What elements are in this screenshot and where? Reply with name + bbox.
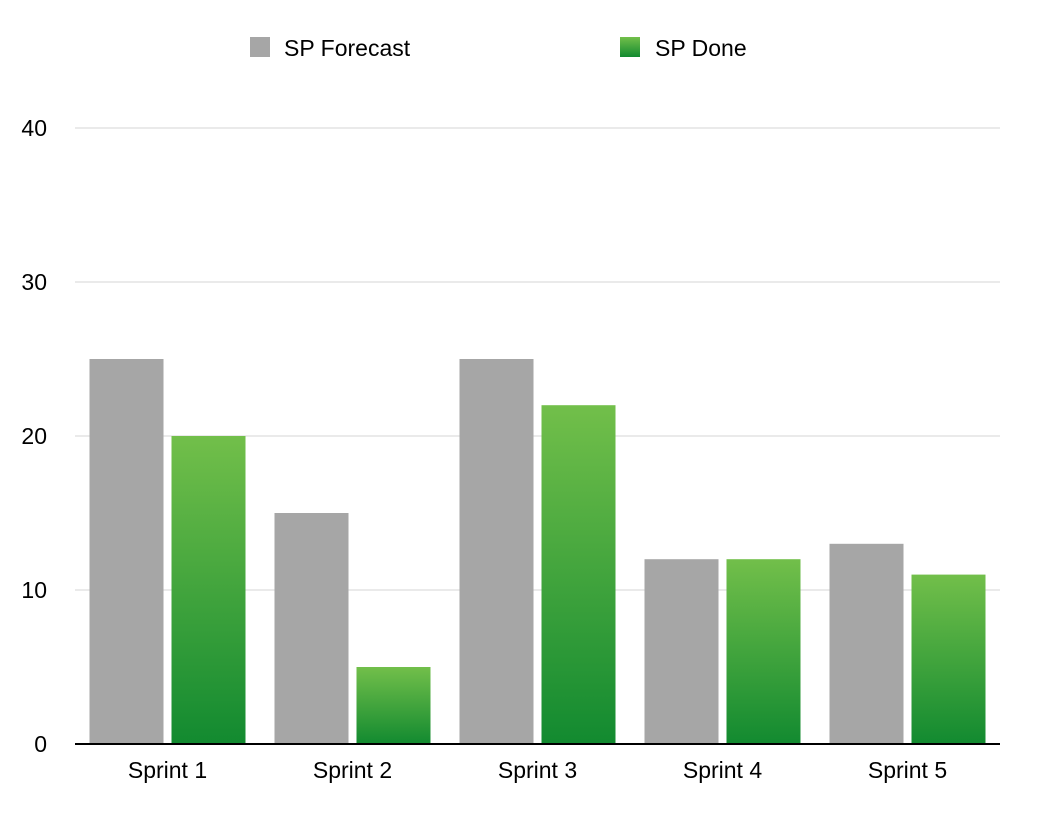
bar-sp-done-4 bbox=[726, 559, 801, 744]
bar-sp-forecast-2 bbox=[274, 513, 349, 744]
legend-label-sp-forecast: SP Forecast bbox=[284, 35, 411, 61]
bar-sp-done-1 bbox=[171, 436, 246, 744]
bars bbox=[89, 359, 986, 744]
x-axis: Sprint 1 Sprint 2 Sprint 3 Sprint 4 Sprint 5 bbox=[75, 743, 1000, 783]
bar-sp-forecast-1 bbox=[89, 359, 164, 744]
bar-sp-done-3 bbox=[541, 405, 616, 744]
y-axis: 0 10 20 30 40 bbox=[21, 115, 47, 757]
bar-sp-forecast-5 bbox=[829, 543, 904, 744]
x-tick-label: Sprint 4 bbox=[683, 757, 762, 783]
y-tick-label: 30 bbox=[21, 269, 47, 295]
legend: SP Forecast SP Done bbox=[250, 35, 747, 61]
bar-sp-done-2 bbox=[356, 667, 431, 744]
bar-sp-forecast-4 bbox=[644, 559, 719, 744]
x-tick-label: Sprint 5 bbox=[868, 757, 947, 783]
y-tick-label: 10 bbox=[21, 577, 47, 603]
bar-sp-forecast-3 bbox=[459, 359, 534, 744]
y-tick-label: 20 bbox=[21, 423, 47, 449]
bar-sp-done-5 bbox=[911, 574, 986, 744]
legend-swatch-sp-done bbox=[620, 37, 640, 57]
legend-swatch-sp-forecast bbox=[250, 37, 270, 57]
x-tick-label: Sprint 3 bbox=[498, 757, 577, 783]
x-tick-label: Sprint 1 bbox=[128, 757, 207, 783]
legend-label-sp-done: SP Done bbox=[655, 35, 747, 61]
x-tick-label: Sprint 2 bbox=[313, 757, 392, 783]
y-tick-label: 0 bbox=[34, 731, 47, 757]
y-tick-label: 40 bbox=[21, 115, 47, 141]
